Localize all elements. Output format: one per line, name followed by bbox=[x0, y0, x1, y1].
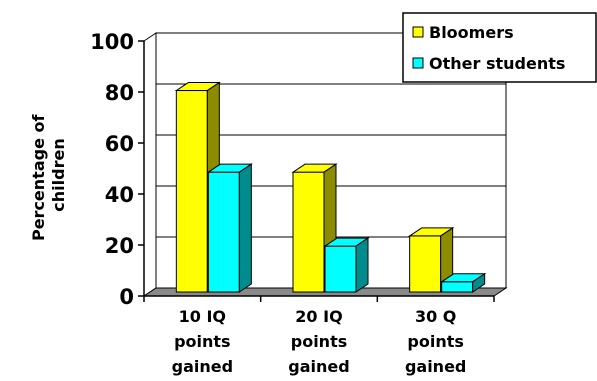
legend-item: Bloomers bbox=[412, 23, 514, 42]
legend-swatch bbox=[412, 57, 424, 69]
bar-front bbox=[175, 90, 208, 293]
y-tick-label: 100 bbox=[90, 30, 134, 54]
legend-label: Bloomers bbox=[429, 23, 514, 42]
bar-front bbox=[324, 245, 357, 293]
bar-side bbox=[355, 237, 369, 293]
y-tick-label: 0 bbox=[119, 285, 134, 309]
legend-item: Other students bbox=[412, 54, 565, 73]
legend-box bbox=[402, 12, 597, 83]
legend: Bloomers Other students bbox=[402, 12, 597, 83]
bar-side bbox=[472, 272, 486, 293]
y-axis-label: Percentage of children bbox=[29, 109, 68, 241]
bar-other-students bbox=[206, 163, 253, 293]
x-tick-label: 10 IQ points gained bbox=[172, 307, 233, 376]
bar-other-students bbox=[323, 237, 370, 293]
bar-other-students bbox=[440, 272, 487, 293]
legend-label: Other students bbox=[429, 54, 565, 73]
bar-side bbox=[238, 163, 252, 293]
bar-front bbox=[409, 235, 442, 293]
y-tick-label: 40 bbox=[105, 183, 134, 207]
side-wall bbox=[143, 32, 157, 297]
y-axis-label-line-1: Percentage of bbox=[29, 114, 48, 242]
bar-front bbox=[292, 171, 325, 293]
x-tick-label: 20 IQ points gained bbox=[288, 307, 349, 376]
bar-front bbox=[207, 171, 240, 293]
y-tick-label: 20 bbox=[105, 234, 134, 258]
y-axis-label-line-2: children bbox=[49, 138, 68, 211]
legend-swatch bbox=[412, 26, 424, 38]
y-tick-label: 80 bbox=[105, 81, 134, 105]
y-tick-label: 60 bbox=[105, 132, 134, 156]
bar-front bbox=[441, 281, 474, 293]
